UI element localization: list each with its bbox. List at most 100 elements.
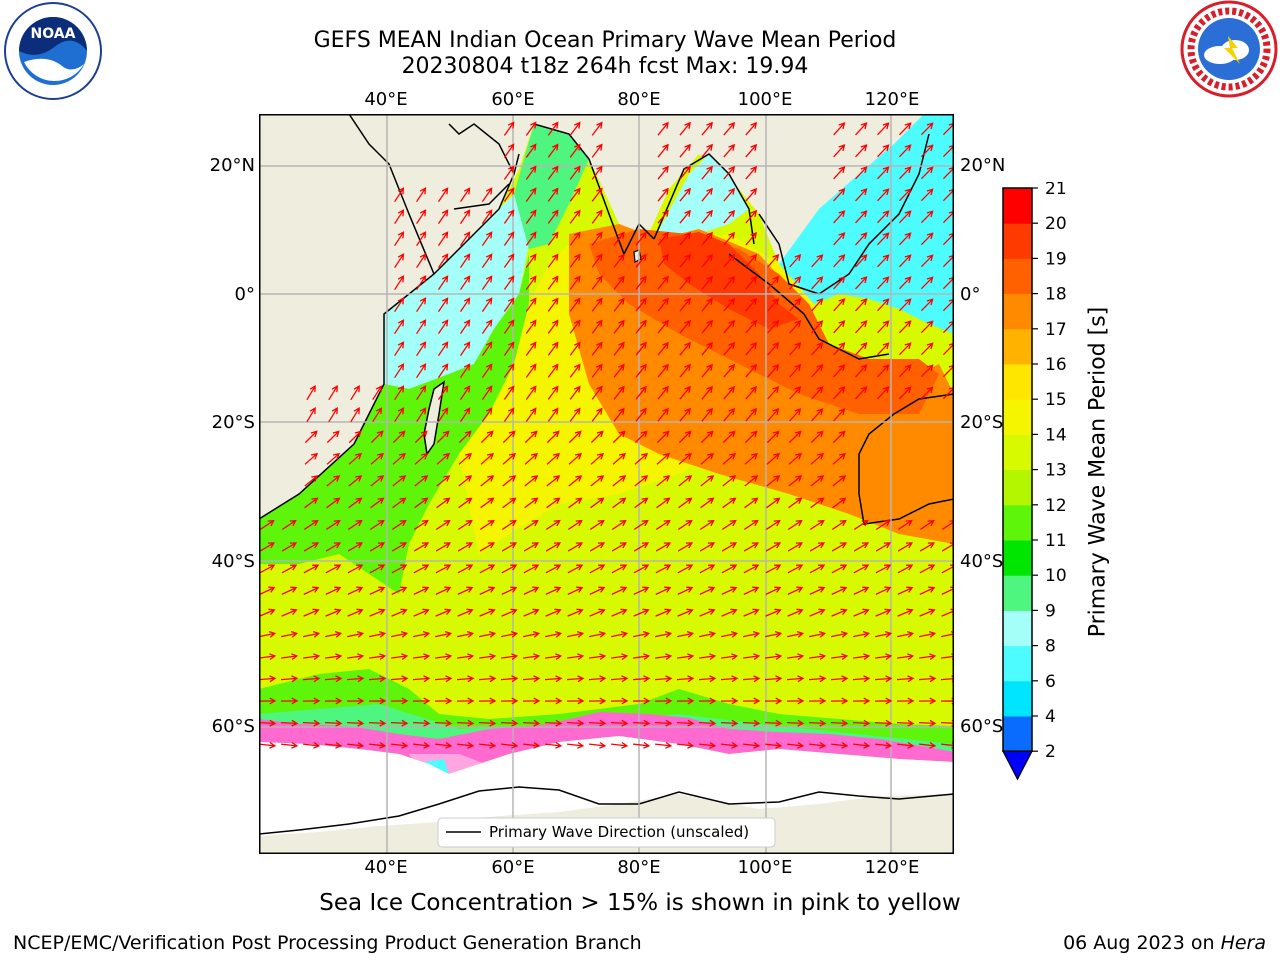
wave-direction-arrow (677, 519, 693, 530)
wave-direction-arrow (723, 275, 736, 290)
wave-direction-arrow (919, 630, 937, 638)
wave-direction-arrow (700, 452, 715, 465)
wave-direction-arrow (303, 630, 321, 638)
wave-direction-arrow (877, 342, 890, 356)
wave-direction-arrow (898, 166, 912, 180)
wave-direction-arrow (831, 741, 849, 749)
wave-direction-arrow (701, 209, 713, 224)
wave-direction-arrow (789, 275, 802, 290)
wave-direction-arrow (347, 653, 365, 661)
coast-arabia (448, 123, 515, 210)
wave-direction-arrow (459, 319, 471, 334)
wave-direction-arrow (525, 407, 537, 422)
wave-direction-arrow (394, 319, 405, 335)
wave-direction-arrow (503, 275, 515, 290)
wave-direction-arrow (831, 608, 848, 617)
colorbar-tick-label: 17 (1045, 320, 1067, 340)
wave-direction-arrow (569, 385, 581, 400)
wave-direction-arrow (303, 519, 319, 530)
wave-direction-arrow (589, 564, 606, 574)
wave-direction-arrow (786, 675, 805, 683)
wave-direction-arrow (612, 430, 626, 444)
wave-direction-arrow (787, 586, 804, 595)
lat-label-left: 20°S (211, 412, 255, 433)
lon-label-top: 60°E (491, 89, 535, 110)
wave-direction-arrow (523, 653, 541, 661)
wave-direction-arrow (304, 497, 319, 509)
lat-label-right: 20°N (960, 155, 1006, 176)
wave-direction-arrow (656, 497, 671, 509)
wave-direction-arrow (810, 497, 825, 509)
wave-direction-arrow (566, 675, 585, 683)
wave-direction-arrow (920, 386, 934, 400)
wave-direction-arrow (830, 719, 849, 727)
wave-direction-arrow (391, 586, 408, 595)
wave-direction-arrow (391, 630, 409, 638)
wave-direction-arrow (413, 608, 430, 617)
wave-direction-arrow (436, 430, 450, 444)
wave-direction-arrow (613, 385, 625, 400)
wave-direction-arrow (590, 497, 605, 509)
wave-direction-arrow (588, 697, 607, 705)
wave-direction-arrow (700, 497, 715, 509)
nws-logo (1180, 0, 1278, 98)
wave-direction-arrow (394, 297, 405, 313)
wave-direction-arrow (809, 519, 825, 530)
wave-direction-arrow (347, 586, 364, 595)
wave-direction-arrow (676, 719, 695, 727)
wave-direction-arrow (479, 564, 496, 574)
wave-direction-arrow (743, 653, 761, 661)
wave-direction-arrow (478, 697, 497, 705)
wave-direction-arrow (701, 187, 713, 202)
colorbar-segment (1003, 680, 1032, 717)
colorbar-tick-label: 14 (1045, 425, 1067, 445)
wave-direction-arrow (569, 319, 581, 334)
wave-direction-arrow (591, 341, 603, 356)
colorbar-segment (1003, 716, 1032, 752)
wave-direction-arrow (567, 653, 585, 661)
wave-direction-arrow (589, 542, 606, 552)
wave-direction-arrow (853, 630, 871, 638)
lon-label-bottom: 100°E (737, 857, 793, 878)
wave-direction-arrow (920, 298, 934, 312)
wave-direction-arrow (392, 430, 406, 444)
wave-direction-arrow (591, 253, 603, 268)
wave-direction-arrow (855, 342, 868, 356)
wave-direction-arrow (744, 475, 759, 487)
wave-direction-arrow (875, 519, 891, 530)
wave-direction-arrow (347, 741, 365, 749)
wave-direction-arrow (722, 430, 736, 444)
wave-direction-arrow (302, 719, 321, 727)
wave-direction-arrow (437, 319, 449, 334)
wave-direction-arrow (635, 275, 647, 290)
wave-direction-arrow (897, 608, 914, 617)
wave-direction-arrow (745, 165, 758, 180)
footer-date: 06 Aug 2023 on Hera (1063, 932, 1266, 954)
wave-direction-arrow (679, 165, 691, 180)
wave-direction-arrow (875, 542, 892, 552)
wave-direction-arrow (457, 519, 473, 530)
wave-direction-arrow (546, 475, 561, 487)
colorbar-segment (1003, 364, 1032, 400)
wave-direction-arrow (416, 253, 427, 269)
wave-direction-arrow (852, 697, 871, 705)
wave-direction-arrow (676, 675, 695, 683)
wave-direction-arrow (459, 253, 471, 268)
wave-direction-arrow (809, 741, 827, 749)
wave-direction-arrow (545, 608, 562, 617)
wave-direction-arrow (701, 407, 713, 422)
footer-date-text: 06 Aug 2023 on (1063, 932, 1221, 954)
wave-direction-arrow (855, 386, 868, 400)
wave-direction-arrow (523, 630, 541, 638)
wave-direction-arrow (523, 608, 540, 617)
wave-direction-arrow (524, 452, 539, 465)
wave-direction-arrow (788, 430, 802, 444)
coast-redsea (348, 114, 435, 275)
wave-direction-arrow (347, 630, 365, 638)
wave-direction-arrow (897, 653, 915, 661)
chart-title: GEFS MEAN Indian Ocean Primary Wave Mean… (313, 28, 897, 53)
wave-direction-arrow (635, 231, 647, 246)
wave-direction-arrow (416, 319, 427, 335)
wave-direction-arrow (610, 697, 629, 705)
wave-direction-arrow (545, 741, 563, 749)
